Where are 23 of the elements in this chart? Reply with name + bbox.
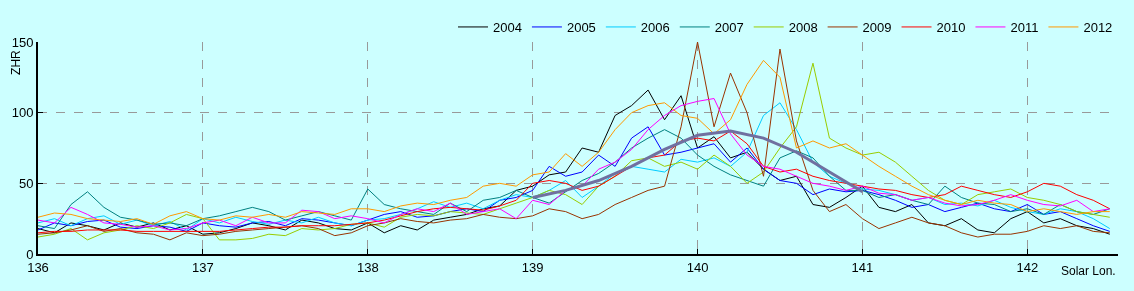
y-tick-label: 50 [18,175,34,191]
x-tick-label: 142 [1016,259,1039,275]
line-series [531,129,864,199]
x-tick-label: 139 [521,259,544,275]
legend-label: 2005 [566,20,596,36]
y-tick-label: 100 [11,105,34,121]
x-tick-label: 141 [851,259,874,275]
y-axis-title: ZHR [9,49,24,75]
x-tick-label: 138 [356,259,379,275]
legend-label: 2007 [714,20,744,36]
legend-label: 2011 [1010,20,1039,36]
x-tick-label: 137 [192,259,214,275]
legend-label: 2010 [936,20,966,36]
x-tick-label: 140 [686,259,709,275]
legend-label: 2004 [493,20,522,36]
legend-label: 2008 [788,20,818,36]
x-tick-label: 136 [27,259,49,275]
y-tick-label: 0 [26,246,34,262]
legend-label: 2009 [862,20,892,36]
legend-label: 2006 [640,20,670,36]
legend-label: 2012 [1083,20,1113,36]
x-axis-title: Solar Lon. [1061,264,1116,278]
y-tick-label: 150 [11,34,34,50]
